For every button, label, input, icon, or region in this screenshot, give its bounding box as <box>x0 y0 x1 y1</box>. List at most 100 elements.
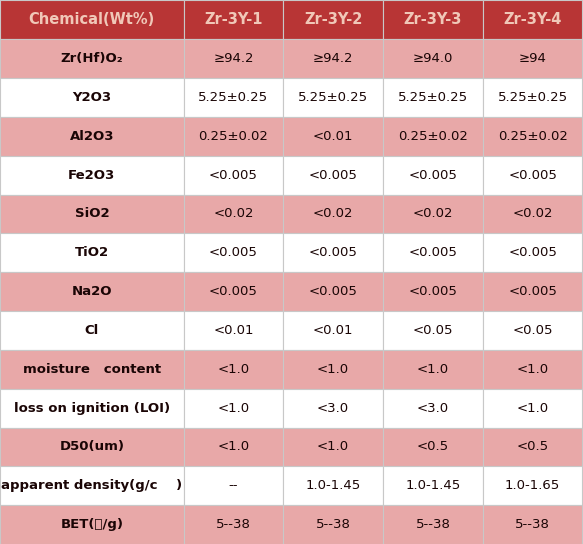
Text: <0.02: <0.02 <box>512 207 553 220</box>
Bar <box>184 272 283 311</box>
Bar <box>283 466 383 505</box>
Bar <box>184 78 283 117</box>
Bar <box>483 233 582 272</box>
Bar <box>383 272 483 311</box>
Text: <0.005: <0.005 <box>409 285 457 298</box>
Text: 5.25±0.25: 5.25±0.25 <box>298 91 368 104</box>
Text: Al2O3: Al2O3 <box>69 130 114 143</box>
Text: 0.25±0.02: 0.25±0.02 <box>199 130 268 143</box>
Bar <box>383 505 483 544</box>
Bar <box>483 78 582 117</box>
Bar <box>0 117 184 156</box>
Bar <box>483 39 582 78</box>
Bar <box>184 505 283 544</box>
Text: <0.02: <0.02 <box>313 207 353 220</box>
Text: Zr-3Y-4: Zr-3Y-4 <box>503 12 562 27</box>
Text: D50(um): D50(um) <box>59 441 124 453</box>
Bar <box>184 311 283 350</box>
Text: 5--38: 5--38 <box>416 518 450 531</box>
Bar <box>184 195 283 233</box>
Bar <box>184 466 283 505</box>
Bar <box>483 505 582 544</box>
Text: 5.25±0.25: 5.25±0.25 <box>198 91 269 104</box>
Bar <box>483 0 582 39</box>
Text: 1.0-1.45: 1.0-1.45 <box>305 479 361 492</box>
Text: 0.25±0.02: 0.25±0.02 <box>398 130 468 143</box>
Text: <1.0: <1.0 <box>217 401 250 415</box>
Bar <box>0 311 184 350</box>
Bar <box>383 311 483 350</box>
Text: BET(㎡/g): BET(㎡/g) <box>60 518 124 531</box>
Text: 5.25±0.25: 5.25±0.25 <box>497 91 568 104</box>
Bar <box>283 78 383 117</box>
Bar <box>184 39 283 78</box>
Bar <box>0 505 184 544</box>
Bar <box>0 428 184 466</box>
Bar <box>483 311 582 350</box>
Text: 0.25±0.02: 0.25±0.02 <box>498 130 567 143</box>
Text: Na2O: Na2O <box>72 285 112 298</box>
Text: ≥94: ≥94 <box>519 52 546 65</box>
Text: 5--38: 5--38 <box>216 518 251 531</box>
Bar <box>0 388 184 428</box>
Text: ≥94.2: ≥94.2 <box>213 52 254 65</box>
Bar <box>0 39 184 78</box>
Text: Cl: Cl <box>85 324 99 337</box>
Text: Chemical(Wt%): Chemical(Wt%) <box>29 12 155 27</box>
Text: <0.005: <0.005 <box>309 246 357 259</box>
Bar <box>483 117 582 156</box>
Bar <box>483 272 582 311</box>
Bar <box>283 195 383 233</box>
Bar <box>383 388 483 428</box>
Bar <box>0 466 184 505</box>
Bar <box>283 39 383 78</box>
Bar <box>483 466 582 505</box>
Bar <box>184 428 283 466</box>
Text: <0.005: <0.005 <box>209 285 258 298</box>
Bar <box>283 156 383 195</box>
Bar <box>383 466 483 505</box>
Text: <0.02: <0.02 <box>413 207 453 220</box>
Text: 1.0-1.45: 1.0-1.45 <box>405 479 461 492</box>
Text: <0.005: <0.005 <box>508 285 557 298</box>
Bar <box>0 233 184 272</box>
Bar <box>483 156 582 195</box>
Bar <box>483 350 582 388</box>
Bar <box>383 0 483 39</box>
Text: <0.005: <0.005 <box>309 285 357 298</box>
Text: Zr-3Y-3: Zr-3Y-3 <box>403 12 462 27</box>
Text: ≥94.2: ≥94.2 <box>313 52 353 65</box>
Bar <box>184 156 283 195</box>
Text: <0.5: <0.5 <box>417 441 449 453</box>
Text: 1.0-1.65: 1.0-1.65 <box>505 479 560 492</box>
Text: <0.05: <0.05 <box>512 324 553 337</box>
Text: <0.005: <0.005 <box>209 169 258 182</box>
Bar <box>283 233 383 272</box>
Bar <box>0 78 184 117</box>
Bar <box>283 272 383 311</box>
Text: Zr-3Y-2: Zr-3Y-2 <box>304 12 363 27</box>
Text: 5.25±0.25: 5.25±0.25 <box>398 91 468 104</box>
Text: <0.005: <0.005 <box>409 246 457 259</box>
Bar <box>184 117 283 156</box>
Bar <box>283 350 383 388</box>
Bar <box>0 272 184 311</box>
Bar <box>0 350 184 388</box>
Bar <box>184 350 283 388</box>
Bar <box>383 78 483 117</box>
Text: <0.005: <0.005 <box>508 169 557 182</box>
Text: <0.005: <0.005 <box>508 246 557 259</box>
Text: <1.0: <1.0 <box>517 363 549 376</box>
Bar <box>0 0 184 39</box>
Text: SiO2: SiO2 <box>75 207 109 220</box>
Text: <0.02: <0.02 <box>213 207 254 220</box>
Text: <0.01: <0.01 <box>313 324 353 337</box>
Bar <box>283 311 383 350</box>
Bar <box>383 428 483 466</box>
Text: Y2O3: Y2O3 <box>72 91 111 104</box>
Text: Zr-3Y-1: Zr-3Y-1 <box>204 12 263 27</box>
Text: ≥94.0: ≥94.0 <box>413 52 453 65</box>
Text: <3.0: <3.0 <box>417 401 449 415</box>
Text: <0.05: <0.05 <box>413 324 453 337</box>
Text: Zr(Hf)O₂: Zr(Hf)O₂ <box>61 52 123 65</box>
